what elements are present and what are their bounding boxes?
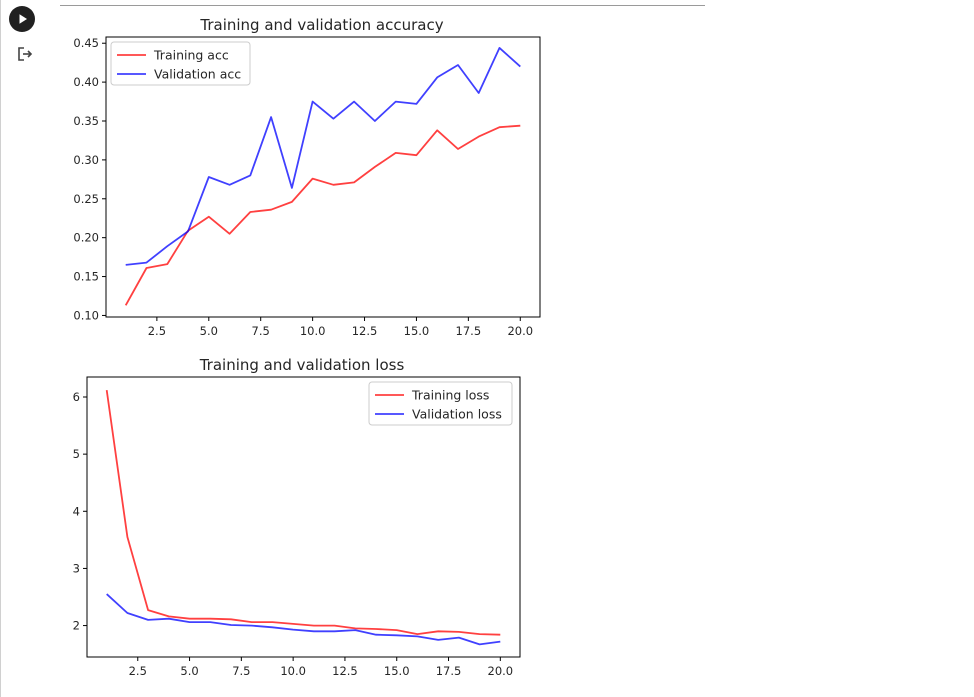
y-tick-label: 0.35 xyxy=(73,114,99,128)
x-tick-label: 20.0 xyxy=(488,664,514,678)
x-tick-label: 2.5 xyxy=(129,664,147,678)
y-tick-label: 0.30 xyxy=(73,153,99,167)
series-line-validation-loss xyxy=(106,593,501,646)
x-tick-label: 10.0 xyxy=(280,664,306,678)
legend-label-training-loss: Training loss xyxy=(411,388,489,403)
y-tick-label: 6 xyxy=(73,390,80,404)
x-tick-label: 7.5 xyxy=(252,324,270,338)
y-tick-label: 0.20 xyxy=(73,231,99,245)
accuracy-chart: Training and validation accuracy 2.5 5.0 7… xyxy=(73,16,541,338)
series-line-validation-acc xyxy=(125,47,521,266)
series-line-training-acc xyxy=(124,124,521,306)
legend-label-validation-acc: Validation acc xyxy=(154,67,241,82)
run-cell-button[interactable] xyxy=(9,6,35,32)
y-tick-label: 0.45 xyxy=(73,36,99,50)
x-tick-label: 5.0 xyxy=(200,324,218,338)
legend: Training loss Validation loss xyxy=(368,381,513,426)
y-tick-label: 3 xyxy=(73,561,80,575)
y-tick-label: 2 xyxy=(73,619,80,633)
y-tick-label: 0.10 xyxy=(73,308,99,322)
x-tick-label: 12.5 xyxy=(352,324,378,338)
y-tick-label: 5 xyxy=(73,447,80,461)
legend: Training acc Validation acc xyxy=(110,41,251,86)
x-tick-label: 12.5 xyxy=(332,664,358,678)
y-tick-label: 0.25 xyxy=(73,192,99,206)
x-tick-label: 17.5 xyxy=(456,324,482,338)
x-tick-label: 15.0 xyxy=(384,664,410,678)
x-tick-label: 2.5 xyxy=(148,324,166,338)
output-separator xyxy=(60,5,705,6)
output-redirect-icon[interactable] xyxy=(16,45,34,63)
chart-title: Training and validation loss xyxy=(199,356,405,374)
legend-box xyxy=(368,381,513,426)
legend-label-training-acc: Training acc xyxy=(153,48,229,63)
cell-gutter-line xyxy=(0,0,1,697)
chart-title: Training and validation accuracy xyxy=(199,16,443,34)
x-tick-label: 15.0 xyxy=(404,324,430,338)
series-line-training-loss xyxy=(105,389,501,636)
plot-area-frame xyxy=(86,376,521,658)
x-tick-label: 20.0 xyxy=(507,324,533,338)
loss-chart: Training and validation loss 2.5 5.0 7.5 10… xyxy=(73,356,521,678)
y-tick-label: 4 xyxy=(73,504,80,518)
y-tick-label: 0.40 xyxy=(73,75,99,89)
x-tick-label: 5.0 xyxy=(180,664,198,678)
y-tick-label: 0.15 xyxy=(73,270,99,284)
x-tick-label: 10.0 xyxy=(300,324,326,338)
x-tick-label: 17.5 xyxy=(436,664,462,678)
x-tick-label: 7.5 xyxy=(232,664,250,678)
play-icon xyxy=(19,14,27,24)
legend-label-validation-loss: Validation loss xyxy=(412,407,502,422)
plot-area-frame xyxy=(105,36,541,318)
